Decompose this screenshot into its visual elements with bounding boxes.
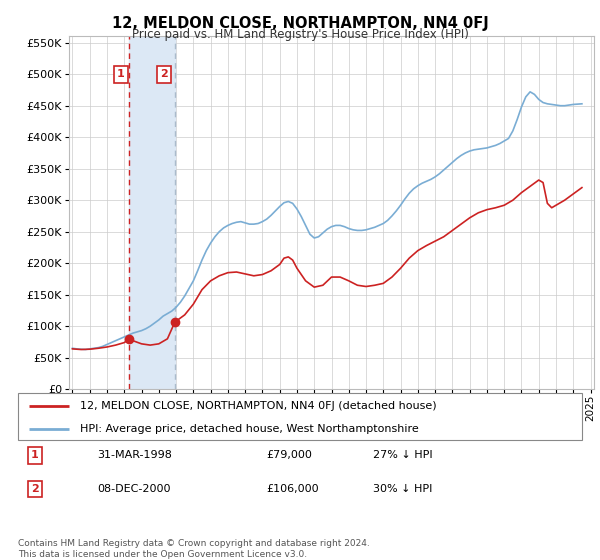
Text: £79,000: £79,000 <box>266 450 312 460</box>
Text: 12, MELDON CLOSE, NORTHAMPTON, NN4 0FJ: 12, MELDON CLOSE, NORTHAMPTON, NN4 0FJ <box>112 16 488 31</box>
Text: 2: 2 <box>31 484 39 494</box>
Text: 08-DEC-2000: 08-DEC-2000 <box>97 484 170 494</box>
Text: 1: 1 <box>117 69 125 79</box>
Text: £106,000: £106,000 <box>266 484 319 494</box>
Text: Price paid vs. HM Land Registry's House Price Index (HPI): Price paid vs. HM Land Registry's House … <box>131 28 469 41</box>
Bar <box>128 36 175 389</box>
Text: 30% ↓ HPI: 30% ↓ HPI <box>373 484 433 494</box>
Text: 2: 2 <box>160 69 168 79</box>
Text: Contains HM Land Registry data © Crown copyright and database right 2024.
This d: Contains HM Land Registry data © Crown c… <box>18 539 370 559</box>
Text: 1: 1 <box>31 450 39 460</box>
Text: 12, MELDON CLOSE, NORTHAMPTON, NN4 0FJ (detached house): 12, MELDON CLOSE, NORTHAMPTON, NN4 0FJ (… <box>80 401 437 411</box>
Text: 31-MAR-1998: 31-MAR-1998 <box>97 450 172 460</box>
FancyBboxPatch shape <box>18 393 582 440</box>
Text: 27% ↓ HPI: 27% ↓ HPI <box>373 450 433 460</box>
Text: HPI: Average price, detached house, West Northamptonshire: HPI: Average price, detached house, West… <box>80 424 419 435</box>
